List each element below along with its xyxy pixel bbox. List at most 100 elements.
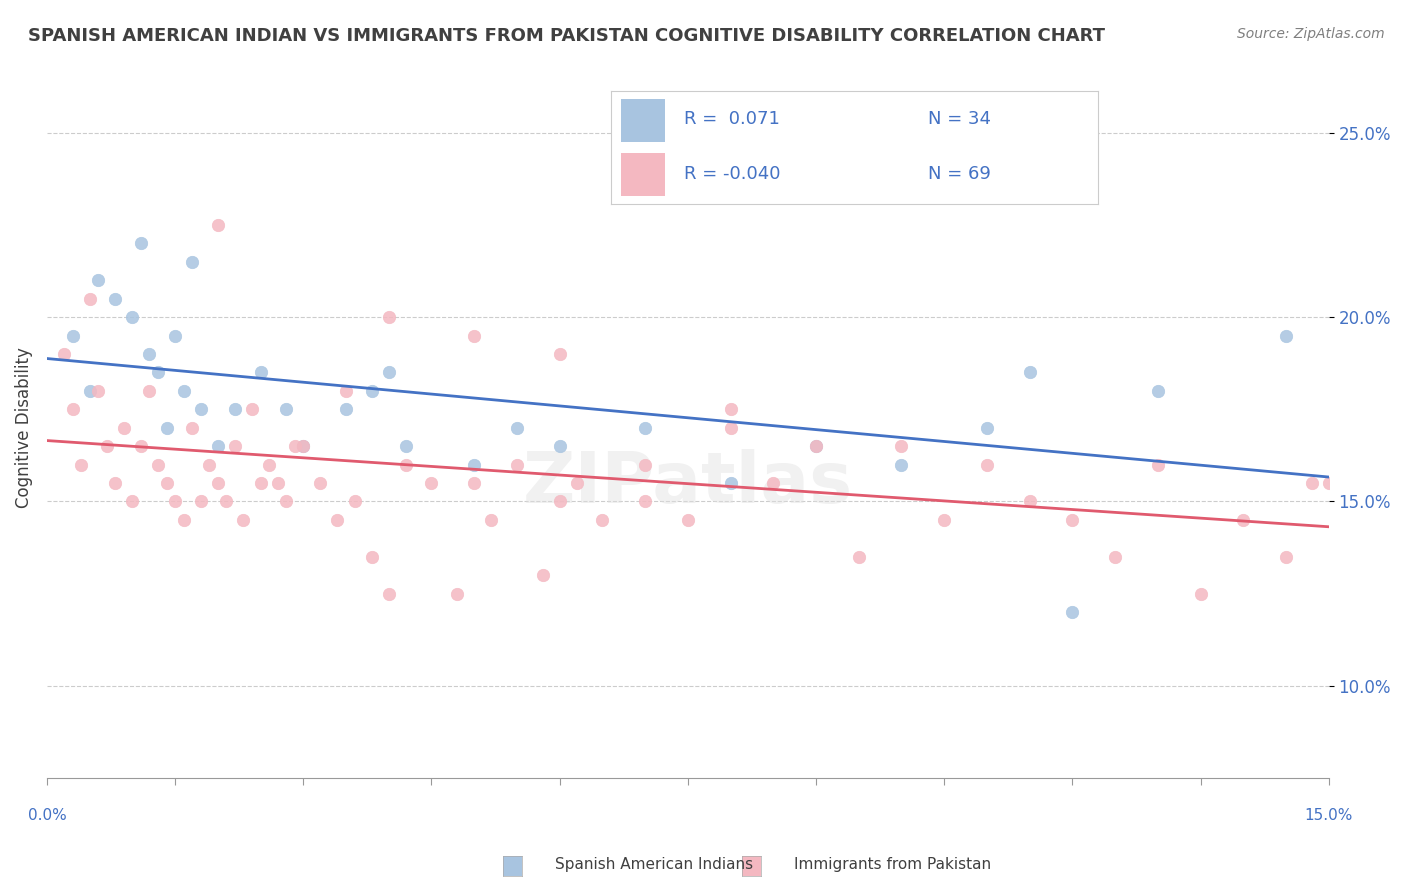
Point <box>720 402 742 417</box>
Point <box>1301 475 1323 490</box>
Point <box>146 458 169 472</box>
Point <box>395 458 418 472</box>
Text: Source: ZipAtlas.com: Source: ZipAtlas.com <box>1237 27 1385 41</box>
Point <box>173 513 195 527</box>
Point <box>104 292 127 306</box>
Point <box>104 475 127 490</box>
Point <box>377 586 399 600</box>
Point <box>395 439 418 453</box>
Point <box>335 402 357 417</box>
Point <box>198 458 221 472</box>
Point <box>377 365 399 379</box>
Point <box>634 458 657 472</box>
Text: 15.0%: 15.0% <box>1305 808 1353 823</box>
Point <box>1317 475 1340 490</box>
Point <box>676 513 699 527</box>
Point <box>190 494 212 508</box>
Point <box>634 420 657 434</box>
Point <box>506 458 529 472</box>
Point <box>1018 365 1040 379</box>
Point <box>1147 458 1170 472</box>
Point <box>165 494 187 508</box>
Text: ZIPatlas: ZIPatlas <box>523 450 853 518</box>
Point <box>155 420 177 434</box>
Text: 0.0%: 0.0% <box>28 808 66 823</box>
Point <box>591 513 613 527</box>
Point <box>335 384 357 398</box>
Point <box>112 420 135 434</box>
Point <box>87 273 110 287</box>
Point <box>266 475 288 490</box>
Point <box>531 568 554 582</box>
Point <box>720 420 742 434</box>
Point <box>155 475 177 490</box>
Point <box>548 439 571 453</box>
Point <box>360 384 382 398</box>
Point <box>1062 605 1084 619</box>
Point <box>890 439 912 453</box>
Point <box>506 420 529 434</box>
Point <box>215 494 238 508</box>
Point <box>1018 494 1040 508</box>
Point <box>207 218 229 232</box>
Point <box>343 494 366 508</box>
Point <box>976 420 998 434</box>
Text: Spanish American Indians: Spanish American Indians <box>555 857 754 872</box>
Point <box>181 420 204 434</box>
Point <box>309 475 332 490</box>
Point <box>463 328 485 343</box>
Point <box>79 292 101 306</box>
Point <box>634 494 657 508</box>
Point <box>479 513 502 527</box>
Point <box>377 310 399 324</box>
Point <box>257 458 280 472</box>
Point <box>420 475 443 490</box>
Point <box>292 439 315 453</box>
Point <box>121 310 143 324</box>
Point <box>62 328 84 343</box>
Point <box>284 439 307 453</box>
Point <box>129 439 152 453</box>
Point <box>1275 328 1298 343</box>
Point <box>70 458 93 472</box>
Point <box>173 384 195 398</box>
Point <box>804 439 827 453</box>
Point <box>240 402 263 417</box>
Point <box>292 439 315 453</box>
Point <box>548 347 571 361</box>
Point <box>53 347 76 361</box>
Point <box>1232 513 1254 527</box>
Point <box>181 254 204 268</box>
Point <box>890 458 912 472</box>
Point <box>146 365 169 379</box>
Point <box>976 458 998 472</box>
Point <box>276 402 298 417</box>
Point <box>762 475 785 490</box>
Point <box>1275 549 1298 564</box>
Point <box>79 384 101 398</box>
Point <box>1104 549 1126 564</box>
Point <box>565 475 588 490</box>
Point <box>207 475 229 490</box>
Point <box>463 475 485 490</box>
Point <box>804 439 827 453</box>
Point <box>326 513 349 527</box>
Point <box>548 494 571 508</box>
Point <box>165 328 187 343</box>
Point <box>360 549 382 564</box>
Point <box>224 402 246 417</box>
Point <box>62 402 84 417</box>
Point <box>138 384 160 398</box>
Point <box>190 402 212 417</box>
Point <box>1062 513 1084 527</box>
Text: SPANISH AMERICAN INDIAN VS IMMIGRANTS FROM PAKISTAN COGNITIVE DISABILITY CORRELA: SPANISH AMERICAN INDIAN VS IMMIGRANTS FR… <box>28 27 1105 45</box>
Point <box>720 475 742 490</box>
Point <box>276 494 298 508</box>
Point <box>96 439 118 453</box>
Point <box>138 347 160 361</box>
Point <box>87 384 110 398</box>
Point <box>129 236 152 251</box>
Y-axis label: Cognitive Disability: Cognitive Disability <box>15 347 32 508</box>
Point <box>121 494 143 508</box>
Point <box>1189 586 1212 600</box>
